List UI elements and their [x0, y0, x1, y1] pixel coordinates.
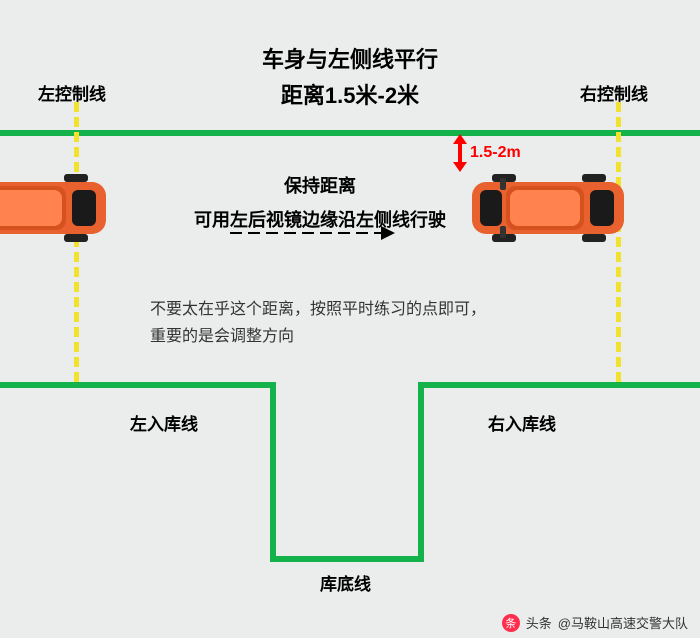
- garage-right-line: [418, 382, 424, 562]
- left-control-label: 左控制线: [38, 80, 106, 105]
- left-entry-line: [0, 382, 270, 388]
- top-lane-line: [0, 130, 700, 136]
- garage-left-line: [270, 382, 276, 562]
- source-watermark: 条 头条 @马鞍山高速交警大队: [490, 607, 700, 638]
- right-entry-line: [418, 382, 700, 388]
- car-left: [0, 172, 108, 244]
- tip-text: 不要太在乎这个距离，按照平时练习的点即可， 重要的是会调整方向: [150, 296, 486, 350]
- direction-arrow-icon: [230, 232, 385, 234]
- subtitle-line2: 可用左后视镜边缘沿左侧线行驶: [180, 206, 460, 232]
- tip-line1: 不要太在乎这个距离，按照平时练习的点即可，: [150, 296, 486, 323]
- car-right: [470, 172, 626, 244]
- footer-handle: @马鞍山高速交警大队: [558, 613, 688, 632]
- distance-marker: [452, 136, 472, 170]
- distance-label: 1.5-2m: [470, 144, 521, 162]
- right-control-label: 右控制线: [580, 80, 648, 105]
- garage-bottom-line: [270, 556, 424, 562]
- garage-bottom-label: 库底线: [320, 570, 371, 595]
- title-line1: 车身与左侧线平行: [0, 42, 700, 74]
- toutiao-badge-icon: 条: [502, 614, 520, 632]
- left-entry-label: 左入库线: [130, 410, 198, 435]
- diagram-canvas: 车身与左侧线平行 距离1.5米-2米 左控制线 右控制线 1.5-2m 保持距离…: [0, 0, 700, 638]
- right-entry-label: 右入库线: [488, 410, 556, 435]
- footer-prefix: 头条: [526, 613, 552, 632]
- distance-down-arrow-icon: [453, 162, 467, 172]
- subtitle-line1: 保持距离: [180, 172, 460, 198]
- instruction-subtitle: 保持距离 可用左后视镜边缘沿左侧线行驶: [180, 172, 460, 232]
- tip-line2: 重要的是会调整方向: [150, 323, 486, 350]
